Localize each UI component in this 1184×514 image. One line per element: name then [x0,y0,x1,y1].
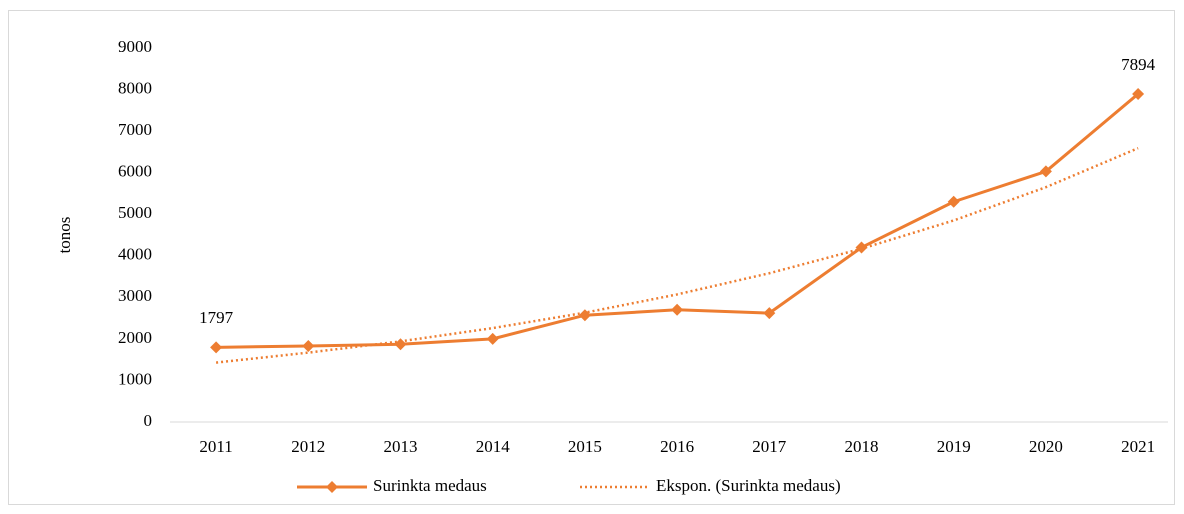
y-axis-label: tonos [55,217,74,254]
data-label: 7894 [1121,55,1156,74]
data-point [763,307,776,320]
data-point [302,339,315,352]
x-tick-label: 2016 [660,437,694,456]
y-tick-label: 7000 [118,120,152,139]
y-tick-label: 9000 [118,37,152,56]
data-point [1039,165,1052,178]
x-tick-label: 2020 [1029,437,1063,456]
x-tick-label: 2021 [1121,437,1155,456]
x-tick-label: 2015 [568,437,602,456]
data-point [947,195,960,208]
y-tick-label: 5000 [118,203,152,222]
y-tick-label: 2000 [118,328,152,347]
y-tick-label: 1000 [118,369,152,388]
y-tick-label: 0 [144,411,153,430]
chart-border [8,10,1175,505]
x-tick-label: 2014 [476,437,511,456]
y-tick-label: 6000 [118,162,152,181]
y-tick-label: 3000 [118,286,152,305]
legend-marker [326,481,338,493]
x-tick-label: 2011 [199,437,232,456]
legend-label: Ekspon. (Surinkta medaus) [656,476,841,495]
data-label: 1797 [199,308,234,327]
y-tick-label: 8000 [118,78,152,97]
data-point [394,338,407,351]
x-tick-label: 2019 [937,437,971,456]
data-point [671,303,684,316]
x-tick-label: 2012 [291,437,325,456]
x-tick-label: 2018 [845,437,879,456]
y-tick-label: 4000 [118,245,152,264]
x-tick-label: 2013 [384,437,418,456]
data-point [1132,87,1145,100]
data-point [855,241,868,254]
legend-label: Surinkta medaus [373,476,487,495]
data-point [486,332,499,345]
data-point [210,341,223,354]
x-tick-label: 2017 [752,437,787,456]
series-line [215,146,1139,364]
data-point [578,309,591,322]
